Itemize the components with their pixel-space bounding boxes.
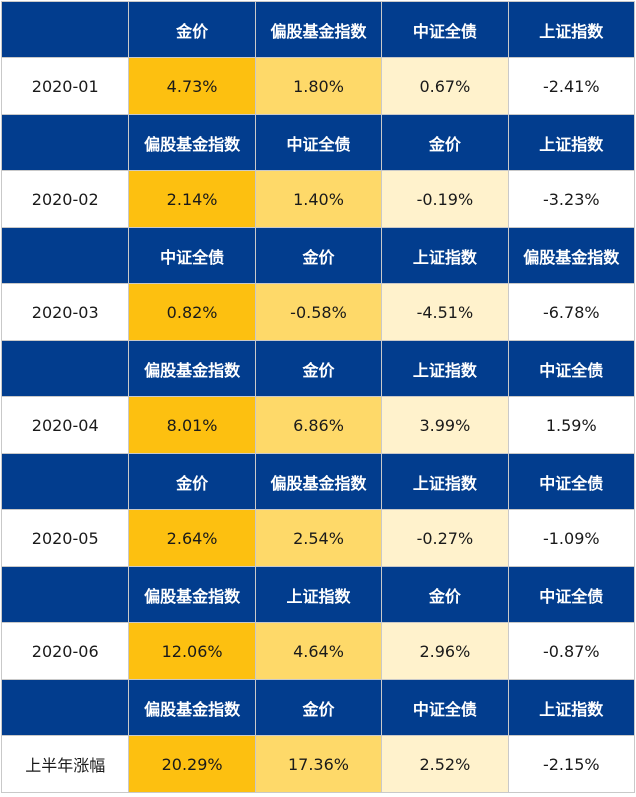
asset-name-cell: 金价 (254, 679, 383, 736)
header-blank-cell (0, 340, 130, 397)
asset-name-cell: 偏股基金指数 (128, 114, 256, 171)
return-value-cell: 1.40% (254, 170, 383, 228)
return-value-cell: -0.87% (507, 622, 636, 680)
return-value-cell: 0.82% (128, 283, 256, 341)
header-blank-cell (0, 679, 130, 736)
asset-header-row: 偏股基金指数 上证指数 金价 中证全债 (0, 566, 636, 623)
asset-name-cell: 上证指数 (381, 227, 509, 284)
header-blank-cell (0, 114, 130, 171)
asset-name-cell: 偏股基金指数 (128, 679, 256, 736)
return-value-cell: -3.23% (507, 170, 636, 228)
return-value-cell: 8.01% (128, 396, 256, 454)
asset-name-cell: 中证全债 (507, 566, 636, 623)
asset-name-cell: 中证全债 (507, 340, 636, 397)
asset-name-cell: 上证指数 (507, 114, 636, 171)
return-value-row: 2020-01 4.73% 1.80% 0.67% -2.41% (0, 57, 636, 115)
return-value-cell: 17.36% (254, 735, 383, 793)
asset-name-cell: 中证全债 (381, 679, 509, 736)
period-label: 上半年涨幅 (0, 735, 130, 793)
return-value-cell: -2.41% (507, 57, 636, 115)
return-value-row: 2020-05 2.64% 2.54% -0.27% -1.09% (0, 509, 636, 567)
asset-name-cell: 偏股基金指数 (254, 453, 383, 510)
return-value-cell: 0.67% (381, 57, 509, 115)
return-value-cell: 3.99% (381, 396, 509, 454)
return-value-cell: -0.27% (381, 509, 509, 567)
return-value-cell: -0.19% (381, 170, 509, 228)
period-label: 2020-05 (0, 509, 130, 567)
period-label: 2020-02 (0, 170, 130, 228)
header-blank-cell (0, 566, 130, 623)
return-value-cell: 1.59% (507, 396, 636, 454)
return-value-cell: 2.14% (128, 170, 256, 228)
asset-name-cell: 偏股基金指数 (254, 1, 383, 58)
asset-header-row: 金价 偏股基金指数 中证全债 上证指数 (0, 1, 636, 58)
header-blank-cell (0, 453, 130, 510)
asset-name-cell: 金价 (128, 1, 256, 58)
asset-name-cell: 偏股基金指数 (507, 227, 636, 284)
asset-name-cell: 偏股基金指数 (128, 340, 256, 397)
return-value-cell: 6.86% (254, 396, 383, 454)
asset-name-cell: 上证指数 (507, 1, 636, 58)
asset-name-cell: 金价 (254, 340, 383, 397)
period-label: 2020-04 (0, 396, 130, 454)
asset-name-cell: 上证指数 (381, 340, 509, 397)
return-value-cell: -6.78% (507, 283, 636, 341)
return-value-cell: -4.51% (381, 283, 509, 341)
return-value-cell: 2.64% (128, 509, 256, 567)
asset-name-cell: 金价 (381, 566, 509, 623)
asset-name-cell: 中证全债 (128, 227, 256, 284)
asset-header-row: 偏股基金指数 中证全债 金价 上证指数 (0, 114, 636, 171)
asset-name-cell: 偏股基金指数 (128, 566, 256, 623)
period-label: 2020-01 (0, 57, 130, 115)
asset-name-cell: 金价 (381, 114, 509, 171)
asset-name-cell: 中证全债 (507, 453, 636, 510)
return-value-cell: -1.09% (507, 509, 636, 567)
return-value-row: 上半年涨幅 20.29% 17.36% 2.52% -2.15% (0, 735, 636, 793)
header-blank-cell (0, 1, 130, 58)
return-value-cell: 2.52% (381, 735, 509, 793)
return-value-cell: -2.15% (507, 735, 636, 793)
asset-header-row: 中证全债 金价 上证指数 偏股基金指数 (0, 227, 636, 284)
return-value-cell: 2.96% (381, 622, 509, 680)
asset-name-cell: 上证指数 (254, 566, 383, 623)
asset-name-cell: 金价 (128, 453, 256, 510)
period-label: 2020-03 (0, 283, 130, 341)
return-value-cell: 4.73% (128, 57, 256, 115)
asset-name-cell: 中证全债 (381, 1, 509, 58)
return-value-cell: -0.58% (254, 283, 383, 341)
asset-header-row: 偏股基金指数 金价 上证指数 中证全债 (0, 340, 636, 397)
return-value-row: 2020-03 0.82% -0.58% -4.51% -6.78% (0, 283, 636, 341)
return-value-row: 2020-02 2.14% 1.40% -0.19% -3.23% (0, 170, 636, 228)
asset-name-cell: 上证指数 (507, 679, 636, 736)
asset-header-row: 金价 偏股基金指数 上证指数 中证全债 (0, 453, 636, 510)
asset-name-cell: 中证全债 (254, 114, 383, 171)
asset-name-cell: 上证指数 (381, 453, 509, 510)
asset-header-row: 偏股基金指数 金价 中证全债 上证指数 (0, 679, 636, 736)
period-label: 2020-06 (0, 622, 130, 680)
return-value-cell: 12.06% (128, 622, 256, 680)
return-value-row: 2020-04 8.01% 6.86% 3.99% 1.59% (0, 396, 636, 454)
return-value-cell: 4.64% (254, 622, 383, 680)
return-value-cell: 1.80% (254, 57, 383, 115)
return-value-cell: 2.54% (254, 509, 383, 567)
return-value-row: 2020-06 12.06% 4.64% 2.96% -0.87% (0, 622, 636, 680)
return-value-cell: 20.29% (128, 735, 256, 793)
asset-name-cell: 金价 (254, 227, 383, 284)
header-blank-cell (0, 227, 130, 284)
